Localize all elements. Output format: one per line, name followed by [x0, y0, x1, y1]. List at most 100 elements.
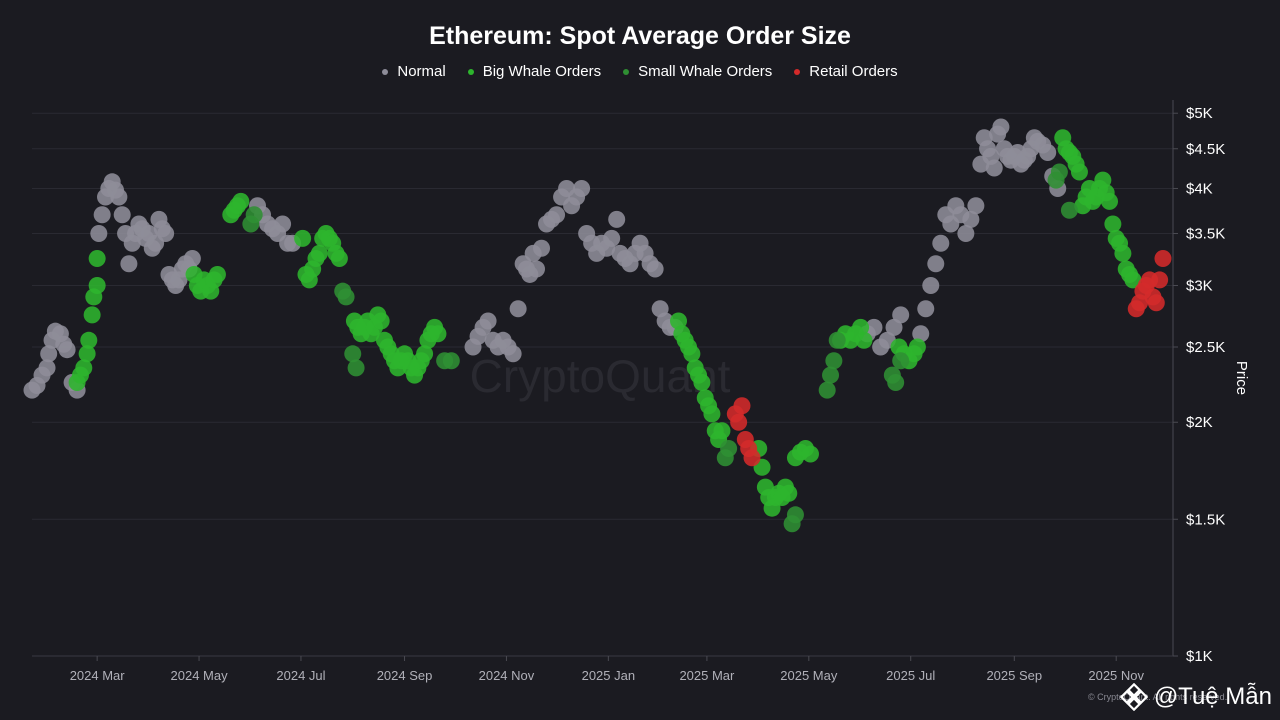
data-points — [23, 118, 1172, 533]
legend: Normal Big Whale Orders Small Whale Orde… — [0, 63, 1280, 80]
small-whale-orders-point — [786, 506, 804, 524]
retail-orders-point — [1151, 271, 1169, 289]
big-whale-orders-point — [75, 359, 93, 377]
normal-point — [90, 225, 108, 243]
normal-point — [40, 345, 58, 363]
normal-point — [608, 210, 626, 228]
normal-point — [922, 276, 940, 294]
normal-point — [157, 225, 175, 243]
legend-label-normal: Normal — [397, 63, 446, 80]
x-tick-label: 2025 Nov — [1088, 668, 1144, 683]
author-credit: @Tuệ Mẫn — [1119, 683, 1272, 711]
big-whale-orders-point — [1101, 192, 1119, 210]
big-whale-orders-point — [310, 244, 328, 262]
small-whale-orders-point — [825, 352, 843, 370]
big-whale-orders-point — [670, 312, 688, 330]
legend-item-big-whale[interactable]: Big Whale Orders — [467, 63, 601, 80]
big-whale-orders-point — [80, 331, 98, 349]
y-tick-label: $1.5K — [1186, 511, 1225, 528]
big-whale-orders-point — [429, 325, 447, 343]
legend-label-retail: Retail Orders — [809, 63, 898, 80]
copyright-text: © CryptoQuant. All rights reserved. — [1088, 692, 1228, 702]
small-whale-orders-point — [822, 366, 840, 384]
normal-point — [58, 341, 76, 359]
normal-point — [548, 206, 566, 224]
retail-orders-point — [743, 449, 761, 467]
big-whale-orders-point — [1124, 271, 1142, 289]
y-tick-label: $3.5K — [1186, 226, 1225, 243]
small-whale-orders-point — [344, 345, 362, 363]
small-whale-orders-point — [828, 331, 846, 349]
y-tick-label: $5K — [1186, 105, 1213, 122]
big-whale-orders-point — [416, 345, 434, 363]
big-whale-orders-point — [294, 229, 312, 247]
x-tick-label: 2024 Mar — [70, 668, 126, 683]
normal-point — [992, 118, 1010, 136]
y-axis-label: Price — [1233, 361, 1250, 395]
big-whale-orders-point — [713, 422, 731, 440]
small-whale-orders-point — [337, 288, 355, 306]
big-whale-orders-point — [372, 312, 390, 330]
normal-point — [528, 260, 546, 278]
normal-point — [603, 229, 621, 247]
y-tick-label: $4.5K — [1186, 141, 1225, 158]
big-whale-orders-point — [88, 250, 106, 268]
big-whale-orders-point — [232, 192, 250, 210]
x-axis-ticks: 2024 Mar 2024 May 2024 Jul 2024 Sep 2024 Nov… — [70, 656, 1145, 683]
big-whale-orders-point — [852, 318, 870, 336]
x-tick-label: 2025 Jan — [582, 668, 636, 683]
legend-item-retail[interactable]: Retail Orders — [794, 63, 898, 80]
small-whale-orders-point — [1060, 201, 1078, 219]
y-tick-label: $2K — [1186, 414, 1213, 431]
normal-point — [927, 255, 945, 273]
legend-dot-retail — [794, 68, 801, 75]
x-tick-label: 2024 Nov — [479, 668, 535, 683]
normal-point — [932, 234, 950, 252]
retail-orders-point — [1154, 250, 1172, 268]
big-whale-orders-point — [1070, 163, 1088, 181]
small-whale-orders-point — [887, 374, 905, 392]
big-whale-orders-point — [1104, 215, 1122, 233]
big-whale-orders-point — [780, 484, 798, 502]
normal-point — [120, 255, 138, 273]
big-whale-orders-point — [1114, 244, 1132, 262]
normal-point — [573, 179, 591, 197]
x-tick-label: 2024 Sep — [377, 668, 433, 683]
normal-point — [113, 206, 131, 224]
series-normal — [23, 118, 1067, 399]
big-whale-orders-point — [693, 374, 711, 392]
normal-point — [985, 159, 1003, 177]
normal-point — [533, 239, 551, 257]
big-whale-orders-point — [83, 306, 101, 324]
normal-point — [479, 312, 497, 330]
normal-point — [962, 210, 980, 228]
retail-orders-point — [730, 413, 748, 431]
big-whale-orders-point — [908, 338, 926, 356]
normal-point — [885, 318, 903, 336]
retail-orders-point — [1147, 294, 1165, 312]
normal-point — [957, 225, 975, 243]
x-tick-label: 2024 Jul — [276, 668, 325, 683]
big-whale-orders-point — [855, 331, 873, 349]
grid-lines — [32, 112, 1173, 520]
big-whale-orders-point — [683, 345, 701, 363]
legend-item-small-whale[interactable]: Small Whale Orders — [623, 63, 772, 80]
big-whale-orders-point — [801, 445, 819, 463]
series-retail-orders — [726, 250, 1172, 467]
small-whale-orders-point — [245, 206, 263, 224]
normal-point — [38, 359, 56, 377]
big-whale-orders-point — [703, 405, 721, 423]
normal-point — [183, 250, 201, 268]
small-whale-orders-point — [720, 440, 738, 458]
normal-point — [917, 300, 935, 318]
big-whale-orders-point — [208, 265, 226, 283]
y-axis-ticks: $5K $4.5K $4K $3.5K $3K $2.5K $2K $1.5K $1K — [1173, 105, 1225, 665]
normal-point — [509, 300, 527, 318]
series-big-whale-orders — [68, 129, 1142, 517]
legend-item-normal[interactable]: Normal — [382, 63, 446, 80]
legend-dot-normal — [382, 68, 389, 75]
normal-point — [274, 215, 292, 233]
x-tick-label: 2025 Mar — [679, 668, 735, 683]
legend-dot-big-whale — [467, 68, 474, 75]
